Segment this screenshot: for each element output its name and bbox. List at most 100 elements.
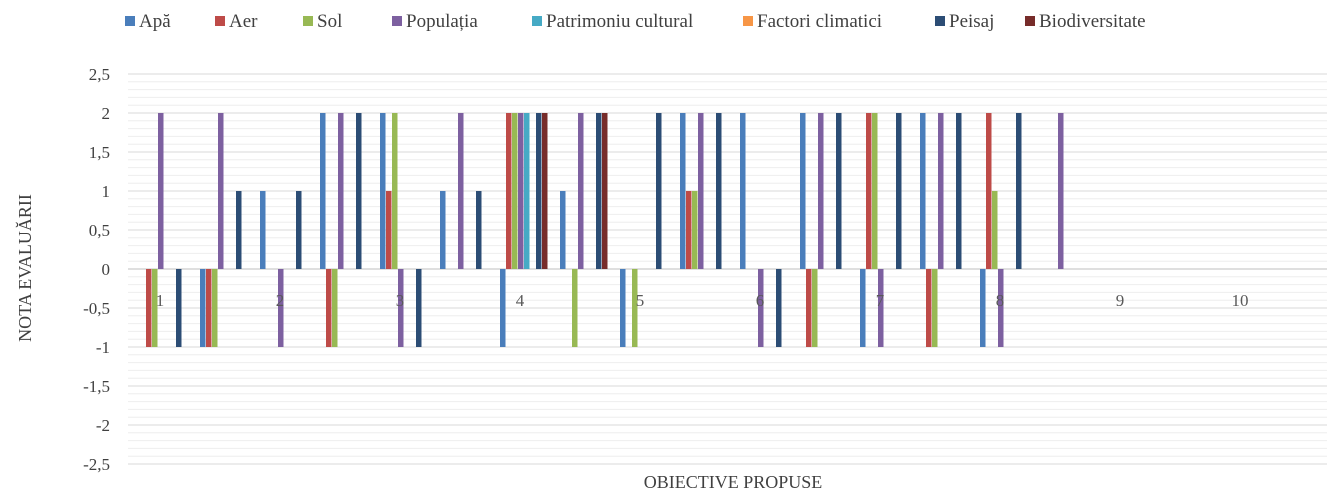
bar bbox=[692, 191, 698, 269]
bar bbox=[476, 191, 482, 269]
legend-swatch bbox=[215, 16, 225, 26]
legend-swatch bbox=[125, 16, 135, 26]
category-label: 7 bbox=[876, 291, 885, 310]
bar bbox=[200, 269, 206, 347]
category-label: 3 bbox=[396, 291, 405, 310]
bar bbox=[296, 191, 302, 269]
bar bbox=[542, 113, 548, 269]
legend-item: Patrimoniu cultural bbox=[532, 11, 693, 32]
bar bbox=[1016, 113, 1022, 269]
legend-label: Biodiversitate bbox=[1039, 11, 1146, 32]
bar bbox=[512, 113, 518, 269]
y-tick-label: 0,5 bbox=[89, 221, 110, 240]
y-tick-label: -2 bbox=[96, 416, 110, 435]
bar bbox=[326, 269, 332, 347]
bar bbox=[572, 269, 578, 347]
category-label: 6 bbox=[756, 291, 765, 310]
bar bbox=[938, 113, 944, 269]
legend-swatch bbox=[1025, 16, 1035, 26]
y-tick-label: 1,5 bbox=[89, 143, 110, 162]
legend-label: Apă bbox=[139, 11, 171, 32]
legend-swatch bbox=[935, 16, 945, 26]
y-tick-label: 1 bbox=[102, 182, 111, 201]
bar bbox=[332, 269, 338, 347]
bar bbox=[524, 113, 530, 269]
legend-label: Populația bbox=[406, 11, 478, 32]
bar bbox=[878, 269, 884, 347]
category-label: 1 bbox=[156, 291, 165, 310]
bar bbox=[986, 113, 992, 269]
bar bbox=[686, 191, 692, 269]
bar bbox=[776, 269, 782, 347]
bar bbox=[812, 269, 818, 347]
bar bbox=[716, 113, 722, 269]
legend-item: Biodiversitate bbox=[1025, 11, 1146, 32]
bar bbox=[602, 113, 608, 269]
bar bbox=[278, 269, 284, 347]
bar bbox=[800, 113, 806, 269]
bar bbox=[578, 113, 584, 269]
bar bbox=[260, 191, 266, 269]
y-tick-label: -2,5 bbox=[83, 455, 110, 474]
legend-label: Factori climatici bbox=[757, 11, 882, 32]
category-label: 2 bbox=[276, 291, 285, 310]
bar bbox=[836, 113, 842, 269]
legend-swatch bbox=[743, 16, 753, 26]
bar bbox=[896, 113, 902, 269]
x-axis-title: OBIECTIVE PROPUSE bbox=[644, 472, 823, 492]
legend-item: Factori climatici bbox=[743, 11, 882, 32]
bar bbox=[932, 269, 938, 347]
legend-item: Populația bbox=[392, 11, 478, 32]
category-label: 9 bbox=[1116, 291, 1125, 310]
bar bbox=[698, 113, 704, 269]
bar bbox=[980, 269, 986, 347]
legend-label: Patrimoniu cultural bbox=[546, 11, 693, 32]
legend-label: Sol bbox=[317, 11, 342, 32]
bar bbox=[1058, 113, 1064, 269]
legend-item: Peisaj bbox=[935, 11, 994, 32]
grid bbox=[128, 73, 1327, 465]
bar bbox=[926, 269, 932, 347]
bar bbox=[356, 113, 362, 269]
bar bbox=[458, 113, 464, 269]
bar bbox=[656, 113, 662, 269]
bar bbox=[818, 113, 824, 269]
bar bbox=[632, 269, 638, 347]
bar bbox=[806, 269, 812, 347]
bar bbox=[518, 113, 524, 269]
bar bbox=[680, 113, 686, 269]
bar bbox=[398, 269, 404, 347]
bar bbox=[206, 269, 212, 347]
bar bbox=[152, 269, 158, 347]
bar bbox=[416, 269, 422, 347]
bar bbox=[500, 269, 506, 347]
bar bbox=[392, 113, 398, 269]
bar bbox=[740, 113, 746, 269]
bar bbox=[860, 269, 866, 347]
bar bbox=[596, 113, 602, 269]
bar bbox=[992, 191, 998, 269]
y-tick-labels: 2,5 2 1,5 1 0,5 0 -0,5 -1 -1,5 -2 -2,5 bbox=[83, 65, 110, 474]
category-labels: 1 2 3 4 5 6 7 8 9 10 bbox=[156, 291, 1249, 310]
bar bbox=[386, 191, 392, 269]
bar bbox=[866, 113, 872, 269]
bar bbox=[506, 113, 512, 269]
bar bbox=[920, 113, 926, 269]
category-label: 10 bbox=[1232, 291, 1249, 310]
bar bbox=[440, 191, 446, 269]
legend-label: Peisaj bbox=[949, 11, 994, 32]
legend-swatch bbox=[392, 16, 402, 26]
category-label: 5 bbox=[636, 291, 645, 310]
y-tick-label: 0 bbox=[102, 260, 111, 279]
bar bbox=[218, 113, 224, 269]
y-tick-label: 2,5 bbox=[89, 65, 110, 84]
legend-item: Aer bbox=[215, 11, 258, 32]
legend-item: Sol bbox=[303, 11, 342, 32]
bar bbox=[146, 269, 152, 347]
y-tick-label: -0,5 bbox=[83, 299, 110, 318]
y-tick-label: -1,5 bbox=[83, 377, 110, 396]
category-label: 4 bbox=[516, 291, 525, 310]
bar bbox=[872, 113, 878, 269]
legend: Apă Aer Sol Populația Patrimoniu cultural Fac… bbox=[125, 11, 1146, 32]
